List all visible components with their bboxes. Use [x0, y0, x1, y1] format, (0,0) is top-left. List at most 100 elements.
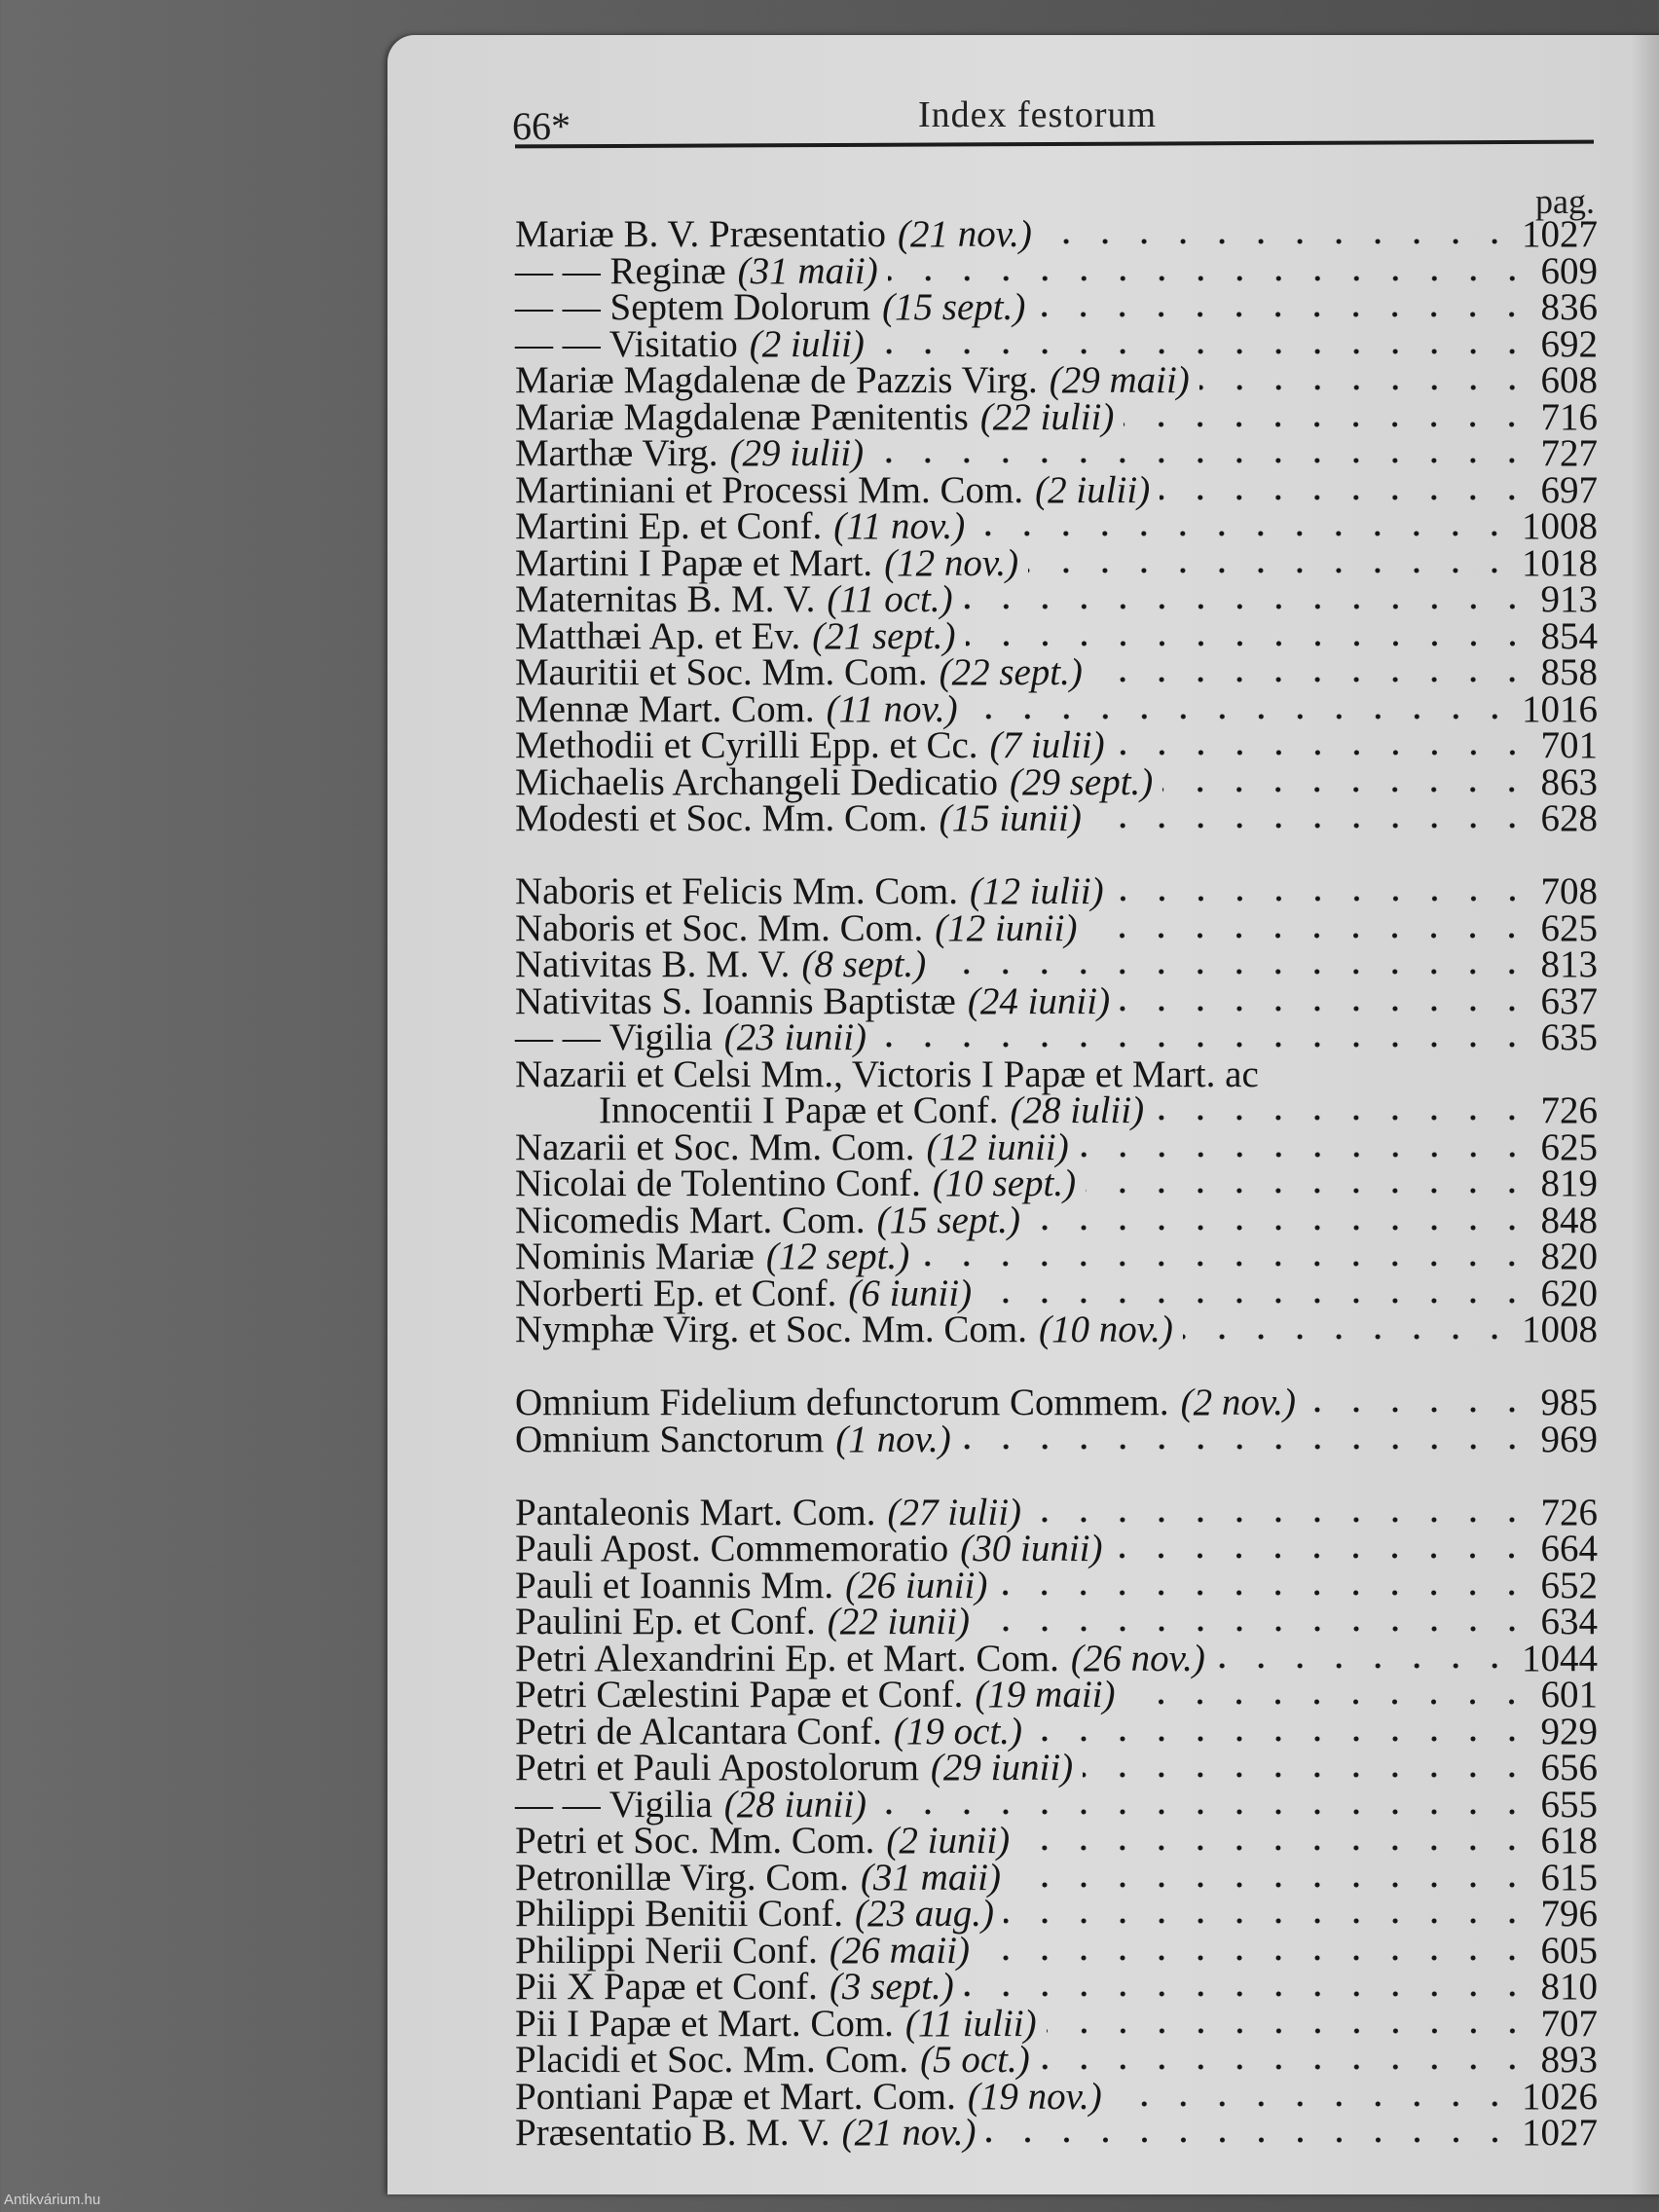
dot-leader: [1041, 237, 1514, 246]
entry-date: (23 aug.): [854, 1893, 994, 1935]
index-list: Mariæ B. V. Præsentatio (21 nov.) 1027— — …: [515, 213, 1599, 2151]
entry-name: Placidi et Soc. Mm. Com.: [515, 2039, 909, 2081]
dot-leader: [960, 1441, 1531, 1452]
entry-name: Petri Cælestini Papæ et Conf.: [515, 1674, 964, 1715]
dot-leader: [1031, 1514, 1531, 1525]
dot-leader: [1083, 1770, 1531, 1780]
entry-page: 618: [1540, 1820, 1599, 1862]
entry-page: 1044: [1522, 1637, 1598, 1679]
dot-leader: [1011, 1879, 1531, 1890]
entry-name: Mariæ Magdalenæ Pænitentis: [515, 395, 969, 438]
index-entry: Pauli et Ioannis Mm. (26 iunii) 652: [515, 1567, 1598, 1604]
entry-name: Martini Ep. et Conf.: [515, 505, 823, 547]
dot-leader: [1114, 748, 1531, 757]
dot-leader: [1120, 1003, 1531, 1014]
entry-page: 634: [1540, 1601, 1599, 1642]
dot-leader: [1160, 492, 1531, 502]
index-entry: — — Vigilia (23 iunii) 635: [515, 1016, 1599, 1058]
entry-date: (10 nov.): [1039, 1309, 1173, 1350]
index-entry: Nominis Mariæ (12 sept.) 820: [515, 1237, 1598, 1274]
dot-leader: [876, 1806, 1531, 1817]
dot-leader: [1019, 1843, 1531, 1853]
entry-page: 726: [1540, 1491, 1599, 1533]
dot-leader: [1090, 821, 1531, 830]
section-gap: [515, 1457, 1598, 1494]
entry-date: (22 iulii): [979, 395, 1115, 438]
dot-leader: [876, 1040, 1531, 1050]
index-entry: Mariæ Magdalenæ de Pazzis Virg. (29 maii)…: [515, 359, 1599, 401]
dot-leader: [1032, 1733, 1531, 1744]
dot-leader: [1112, 1551, 1531, 1561]
entry-page: 656: [1540, 1747, 1599, 1788]
entry-page: 913: [1540, 578, 1599, 620]
index-entry: Norberti Ep. et Conf. (6 iunii) 620: [515, 1274, 1598, 1311]
entry-name: Pii X Papæ et Conf.: [515, 1966, 818, 2008]
entry-date: (26 iunii): [845, 1564, 988, 1606]
dot-leader: [1182, 1332, 1514, 1342]
dot-leader: [967, 711, 1514, 721]
index-entry: Nicomedis Mart. Com. (15 sept.) 848: [515, 1201, 1598, 1238]
dot-leader: [1029, 1222, 1531, 1233]
entry-date: (2 iulii): [749, 322, 865, 365]
entry-page: 813: [1540, 943, 1599, 985]
entry-name: Mauritii et Soc. Mm. Com.: [515, 651, 928, 693]
entry-date: (11 nov.): [833, 505, 966, 547]
entry-name: Philippi Nerii Conf.: [515, 1929, 818, 1972]
entry-name: Nymphæ Virg. et Soc. Mm. Com.: [515, 1309, 1028, 1350]
dot-leader: [1028, 565, 1514, 575]
entry-page: 635: [1540, 1016, 1599, 1058]
entry-page: 863: [1540, 760, 1599, 803]
index-entry: Naboris et Felicis Mm. Com. (12 iulii) 708: [515, 872, 1598, 909]
dot-leader: [1078, 1149, 1531, 1160]
dot-leader: [887, 273, 1531, 283]
entry-page: 836: [1540, 286, 1599, 328]
entry-name: — — Vigilia: [515, 1016, 713, 1058]
entry-page: 608: [1540, 359, 1599, 401]
entry-date: (29 sept.): [1010, 760, 1154, 803]
entry-page: 726: [1540, 1089, 1599, 1131]
index-entry: Philippi Benitii Conf. (23 aug.) 796: [515, 1893, 1598, 1935]
index-entry: Philippi Nerii Conf. (26 maii) 605: [515, 1929, 1598, 1972]
entry-name: Petri Alexandrini Ep. et Mart. Com.: [515, 1637, 1059, 1679]
index-entry: Nazarii et Celsi Mm., Victoris I Papæ et…: [515, 1055, 1598, 1092]
index-entry: Præsentatio B. M. V. (21 nov.) 1027: [515, 2114, 1598, 2151]
section-gap: [515, 1348, 1598, 1385]
header-rule: [514, 139, 1595, 149]
entry-name: Mariæ B. V. Præsentatio: [515, 213, 887, 255]
index-entry: Placidi et Soc. Mm. Com. (5 oct.) 893: [515, 2039, 1598, 2081]
dot-leader: [873, 346, 1531, 356]
entry-date: (15 sept.): [882, 286, 1026, 328]
entry-page: 625: [1540, 1125, 1599, 1168]
entry-page: 969: [1540, 1418, 1599, 1460]
index-entry: Petri et Pauli Apostolorum (29 iunii) 656: [515, 1747, 1599, 1788]
entry-date: (11 oct.): [827, 578, 953, 620]
index-entry: Pii I Papæ et Mart. Com. (11 iulii) 707: [515, 2002, 1599, 2045]
index-entry-continuation: Innocentii I Papæ et Conf. (28 iulii) 726: [515, 1089, 1599, 1131]
entry-name: Modesti et Soc. Mm. Com.: [515, 797, 928, 839]
entry-date: (28 iunii): [723, 1783, 867, 1825]
entry-name: Methodii et Cyrilli Epp. et Cc.: [515, 724, 978, 766]
index-entry: Pauli Apost. Commemoratio (30 iunii) 664: [515, 1530, 1598, 1567]
entry-page: 628: [1540, 797, 1599, 839]
entry-name: Matthæi Ap. et Ev.: [515, 614, 801, 657]
entry-page: 854: [1540, 614, 1599, 657]
index-entry: Nazarii et Soc. Mm. Com. (12 iunii) 625: [515, 1125, 1599, 1168]
entry-date: (29 iulii): [729, 432, 865, 474]
entry-page: 707: [1540, 2002, 1599, 2045]
index-entry: Omnium Sanctorum (1 nov.) 969: [515, 1418, 1599, 1460]
entry-date: (19 oct.): [893, 1710, 1023, 1752]
entry-date: (3 sept.): [829, 1966, 954, 2008]
entry-name: Omnium Fidelium defunctorum Commem.: [515, 1382, 1169, 1423]
entry-date: (8 sept.): [801, 943, 927, 985]
entry-name: Nativitas S. Ioannis Baptistæ: [515, 979, 956, 1022]
entry-name: Marthæ Virg.: [515, 432, 719, 474]
entry-date: (23 iunii): [723, 1016, 867, 1058]
entry-page: 655: [1540, 1783, 1599, 1825]
entry-date: (30 iunii): [960, 1528, 1103, 1569]
entry-page: 692: [1540, 322, 1599, 365]
index-entry: Omnium Fidelium defunctorum Commem. (2 no…: [515, 1382, 1598, 1423]
entry-name: Paulini Ep. et Conf.: [515, 1601, 816, 1642]
entry-date: (26 maii): [829, 1929, 970, 1972]
entry-name: Pantaleonis Mart. Com.: [515, 1491, 876, 1533]
index-entry: Mennæ Mart. Com. (11 nov.) 1016: [515, 690, 1598, 727]
